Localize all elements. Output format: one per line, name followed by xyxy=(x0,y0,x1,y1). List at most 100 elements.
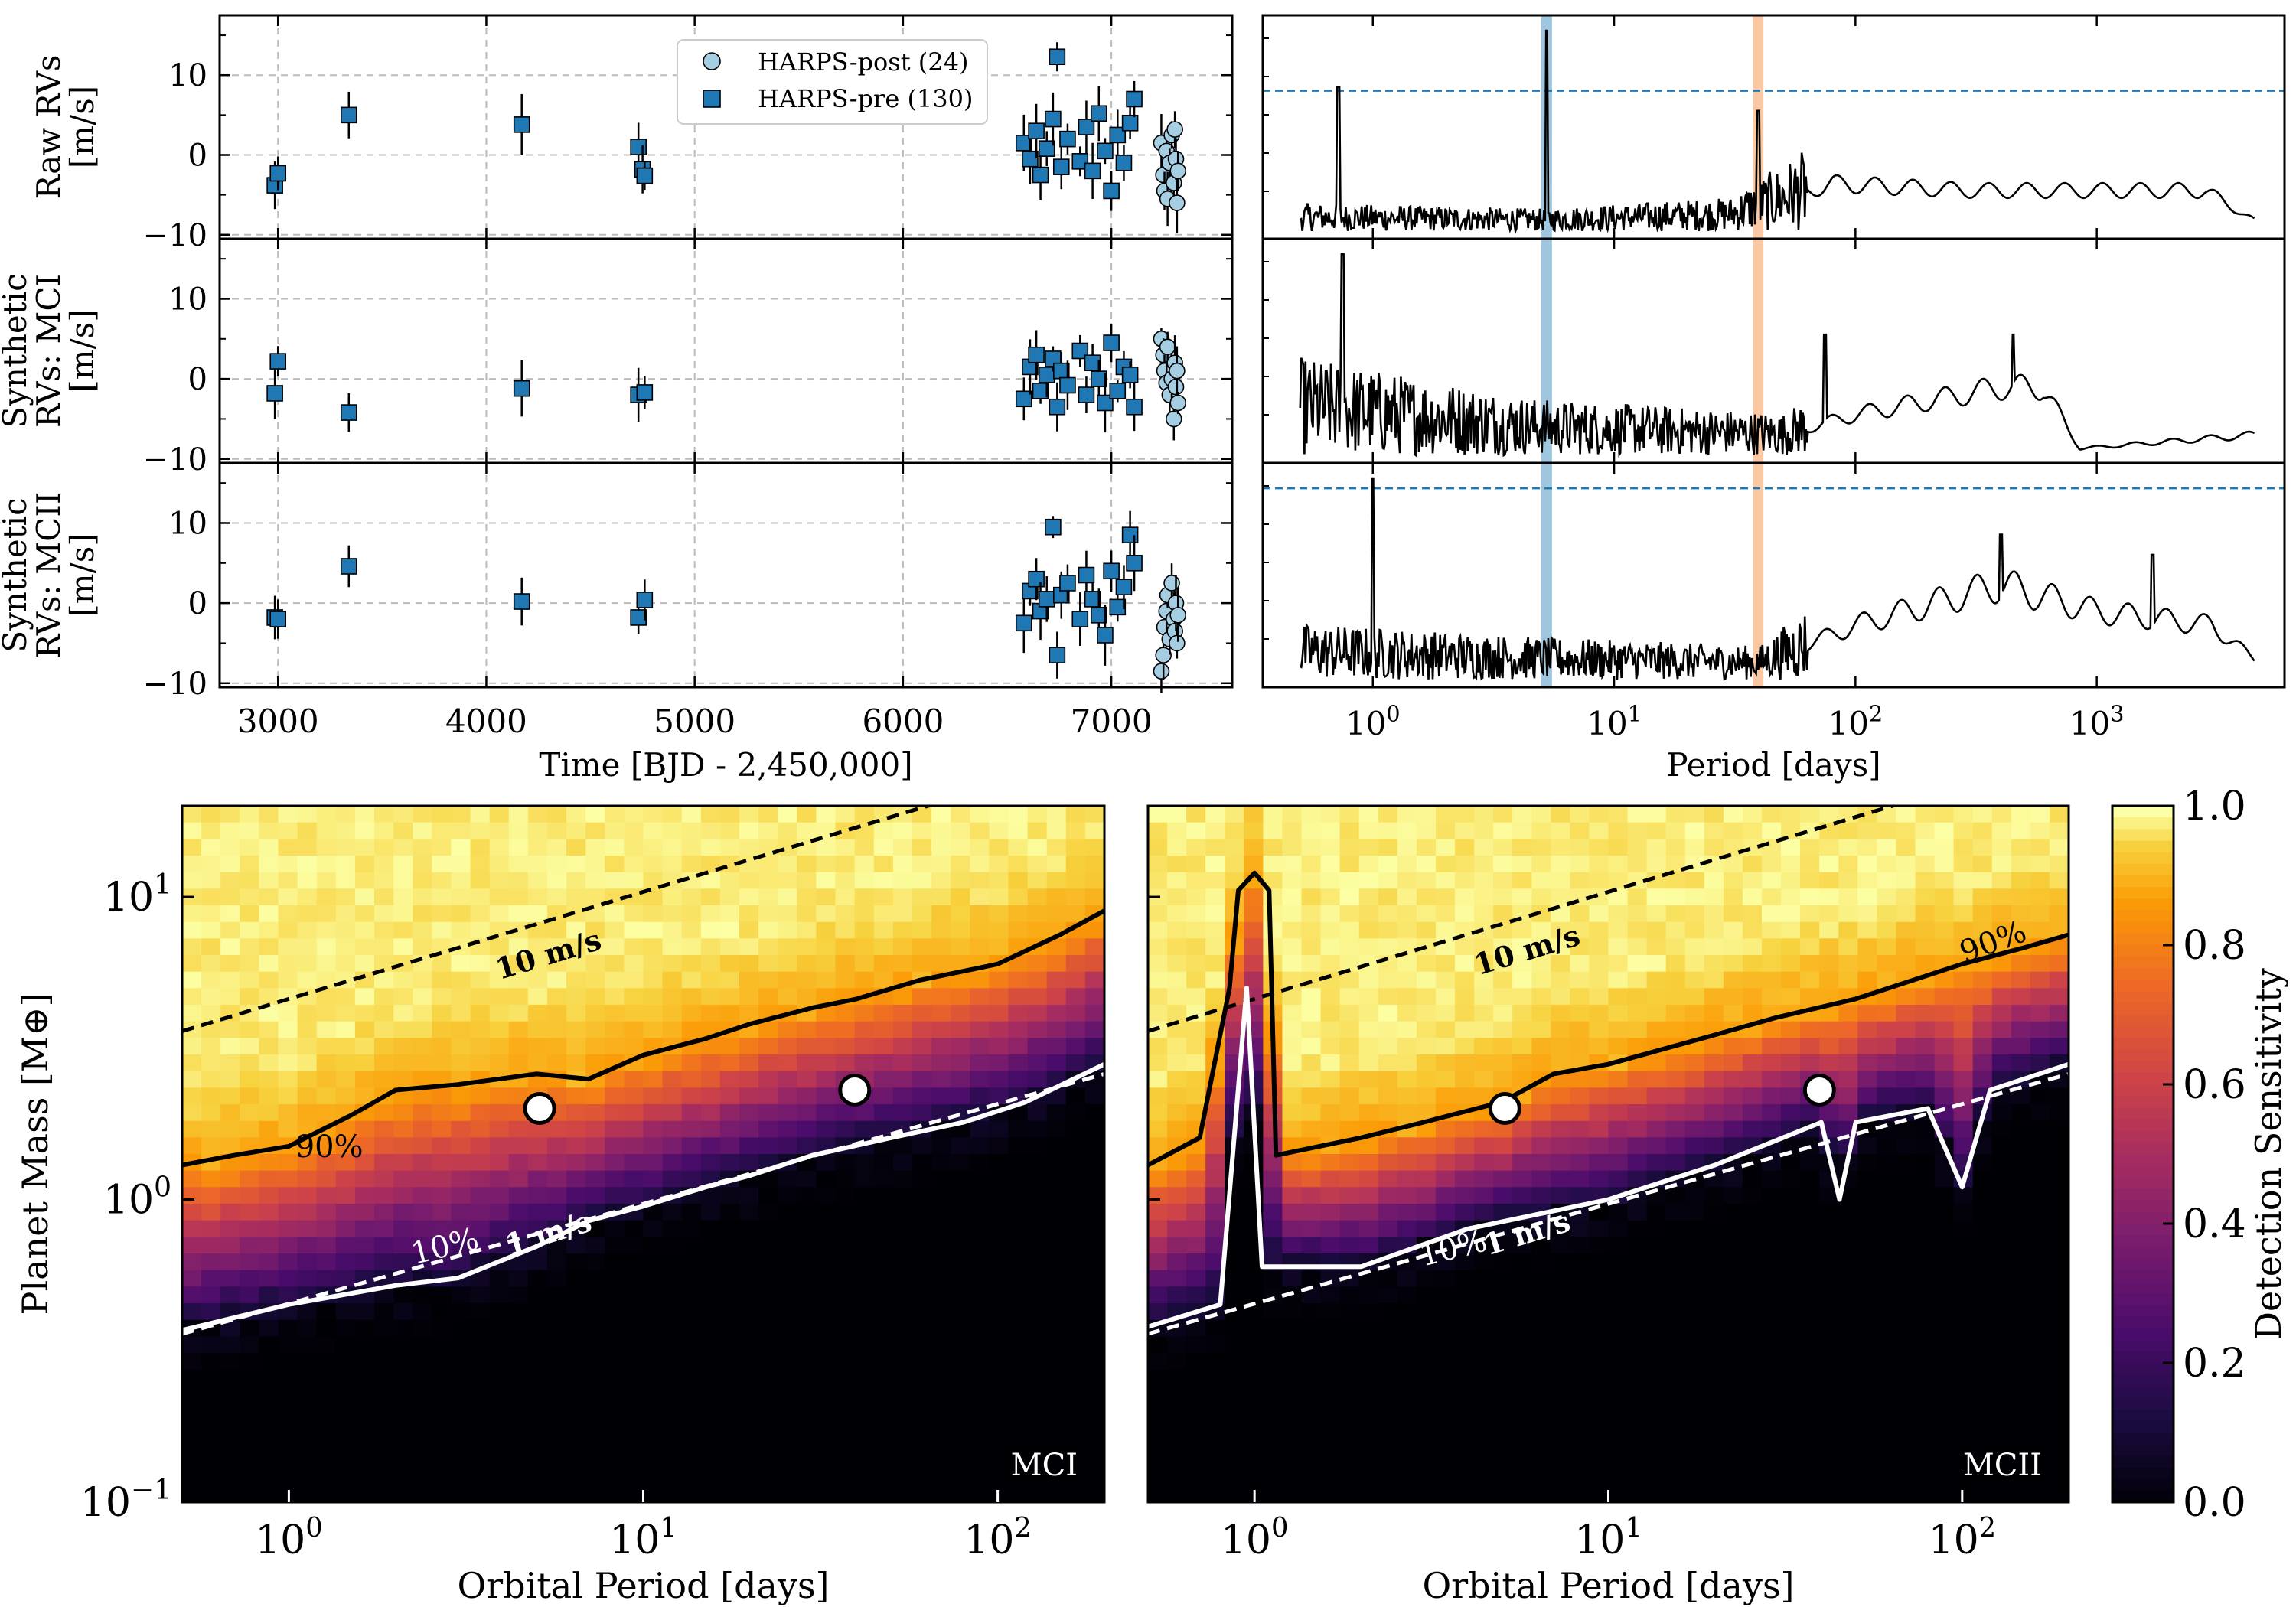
heatmap-cell xyxy=(1723,1237,1743,1254)
heatmap-cell xyxy=(1608,888,1629,906)
heatmap-cell xyxy=(912,1237,932,1254)
heatmap-cell xyxy=(1934,1286,1955,1304)
heatmap-cell xyxy=(1148,1369,1168,1387)
heatmap-cell xyxy=(1934,1054,1955,1072)
heatmap-cell xyxy=(1684,822,1705,840)
heatmap-cell xyxy=(1244,971,1264,989)
heatmap-cell xyxy=(1665,971,1686,989)
heatmap-cell xyxy=(2030,1220,2050,1238)
heatmap-cell xyxy=(1046,888,1067,906)
heatmap-cell xyxy=(220,1054,241,1072)
colorbar-step xyxy=(2112,1061,2174,1074)
heatmap-cell xyxy=(1972,1054,1993,1072)
heatmap-cell xyxy=(2030,1270,2050,1288)
heatmap-cell xyxy=(624,905,644,923)
heatmap-cell xyxy=(1646,921,1667,940)
heatmap-cell xyxy=(662,1071,683,1089)
heatmap-cell xyxy=(1320,1485,1341,1502)
heatmap-cell xyxy=(700,1485,721,1502)
heatmap-cell xyxy=(1435,1386,1456,1403)
heatmap-cell xyxy=(2030,971,2050,989)
heatmap-cell xyxy=(508,938,529,956)
heatmap-cell xyxy=(1225,1319,1245,1338)
heatmap-cell xyxy=(566,1468,586,1487)
heatmap-cell xyxy=(1991,1303,2012,1321)
heatmap-cell xyxy=(1301,988,1322,1006)
heatmap-cell xyxy=(662,1303,683,1321)
heatmap-cell xyxy=(1915,1386,1936,1403)
heatmap-cell xyxy=(470,971,491,989)
heatmap-cell xyxy=(374,1038,394,1055)
heatmap-cell xyxy=(1008,1120,1029,1139)
heatmap-cell xyxy=(989,1369,1009,1387)
heatmap-cell xyxy=(220,1204,241,1221)
heatmap-cell xyxy=(316,1054,337,1072)
heatmap-cell xyxy=(201,1253,221,1271)
heatmap-cell xyxy=(700,1137,721,1155)
heatmap-cell xyxy=(1665,1237,1686,1254)
heatmap-cell xyxy=(1263,1270,1283,1288)
heatmap-cell xyxy=(1972,1336,1993,1354)
heatmap-cell xyxy=(1167,1253,1187,1271)
colorbar-step xyxy=(2112,1420,2174,1433)
heatmap-cell xyxy=(1646,1120,1667,1139)
heatmap-cell xyxy=(354,988,375,1006)
heatmap-cell xyxy=(259,905,279,923)
heatmap-cell xyxy=(1838,1237,1859,1254)
heatmap-cell xyxy=(854,1154,875,1172)
heatmap-cell xyxy=(1972,1403,1993,1420)
heatmap-cell xyxy=(739,1369,759,1387)
heatmap-cell xyxy=(489,888,510,906)
heatmap-cell xyxy=(1474,1021,1494,1039)
heatmap-cell xyxy=(1339,1237,1360,1254)
heatmap-cell xyxy=(1167,1386,1187,1403)
heatmap-cell xyxy=(1493,1021,1513,1039)
heatmap-cell xyxy=(1282,1071,1303,1089)
heatmap-cell xyxy=(1627,1353,1648,1371)
heatmap-cell xyxy=(758,1187,778,1204)
heatmap-cell xyxy=(1551,1237,1571,1254)
heatmap-cell xyxy=(547,839,567,856)
heatmap-cell xyxy=(1027,971,1048,989)
heatmap-cell xyxy=(624,1237,644,1254)
heatmap-cell xyxy=(1027,888,1048,906)
heatmap-cell xyxy=(1800,1336,1820,1354)
heatmap-cell xyxy=(1896,1336,1916,1354)
heatmap-cell xyxy=(605,1468,625,1487)
heatmap-cell xyxy=(873,1485,894,1502)
heatmap-cell xyxy=(1512,1452,1533,1470)
heatmap-cell xyxy=(1493,1071,1513,1089)
heatmap-cell xyxy=(1953,921,1974,940)
heatmap-cell xyxy=(873,1021,894,1039)
heatmap-cell xyxy=(1378,1154,1398,1172)
heatmap-cell xyxy=(1781,1353,1801,1371)
heatmap-cell xyxy=(1225,1468,1245,1487)
colorbar-step xyxy=(2112,863,2174,876)
heatmap-cell xyxy=(1627,1369,1648,1387)
heatmap-cell xyxy=(182,1336,202,1354)
heatmap-cell xyxy=(700,872,721,890)
heatmap-cell xyxy=(2049,1170,2069,1188)
x-tick-label: 100 xyxy=(1221,1512,1289,1563)
heatmap-cell xyxy=(1570,1485,1590,1502)
heatmap-cell xyxy=(1608,1270,1629,1288)
heatmap-cell xyxy=(1665,938,1686,956)
heatmap-cell xyxy=(1551,1120,1571,1139)
heatmap-cell xyxy=(719,1237,740,1254)
heatmap-cell xyxy=(182,1303,202,1321)
heatmap-cell xyxy=(1838,921,1859,940)
heatmap-cell xyxy=(297,1468,318,1487)
heatmap-cell xyxy=(1589,955,1609,973)
heatmap-cell xyxy=(1646,1485,1667,1502)
heatmap-cell xyxy=(1320,1038,1341,1055)
heatmap-cell xyxy=(1416,839,1437,856)
heatmap-cell xyxy=(1435,839,1456,856)
heatmap-cell xyxy=(739,1005,759,1022)
heatmap-cell xyxy=(1608,1336,1629,1354)
heatmap-cell xyxy=(1857,1170,1878,1188)
heatmap-cell xyxy=(1455,1336,1475,1354)
heatmap-cell xyxy=(951,1353,971,1371)
heatmap-cell xyxy=(1416,1452,1437,1470)
heatmap-cell xyxy=(951,1021,971,1039)
